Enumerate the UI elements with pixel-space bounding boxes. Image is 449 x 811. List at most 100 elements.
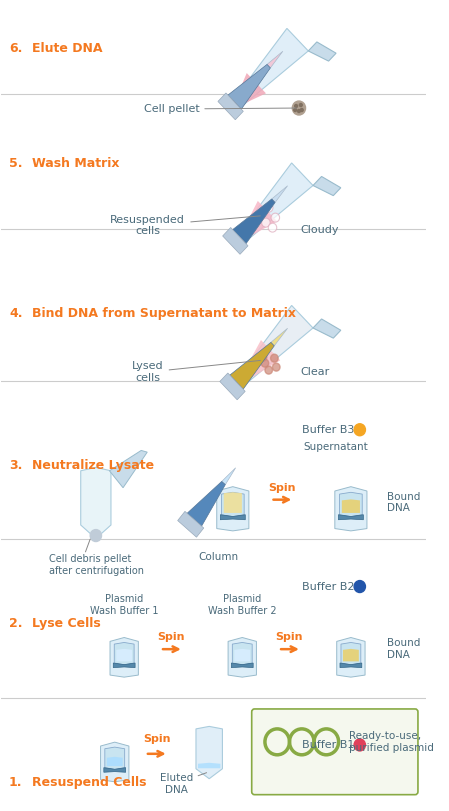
Text: Cell pellet: Cell pellet bbox=[144, 104, 296, 114]
FancyBboxPatch shape bbox=[252, 709, 418, 795]
Text: Cloudy: Cloudy bbox=[301, 225, 339, 234]
Circle shape bbox=[271, 213, 280, 222]
Polygon shape bbox=[233, 199, 275, 244]
Circle shape bbox=[268, 223, 277, 232]
Text: 5.: 5. bbox=[9, 157, 22, 169]
Polygon shape bbox=[107, 757, 123, 766]
Polygon shape bbox=[272, 186, 288, 203]
Polygon shape bbox=[114, 642, 134, 665]
Polygon shape bbox=[340, 663, 362, 667]
Text: Spin: Spin bbox=[144, 734, 171, 744]
Text: Buffer B1: Buffer B1 bbox=[302, 740, 354, 750]
Text: 6.: 6. bbox=[9, 42, 22, 55]
Text: Spin: Spin bbox=[268, 483, 296, 493]
Circle shape bbox=[300, 109, 303, 111]
Polygon shape bbox=[81, 467, 111, 539]
Polygon shape bbox=[220, 515, 245, 520]
Text: Supernatant: Supernatant bbox=[304, 442, 369, 452]
Text: Spin: Spin bbox=[158, 633, 185, 642]
Polygon shape bbox=[337, 637, 365, 677]
Polygon shape bbox=[113, 663, 135, 667]
Polygon shape bbox=[220, 373, 245, 400]
Polygon shape bbox=[178, 512, 204, 537]
Polygon shape bbox=[221, 492, 244, 517]
Polygon shape bbox=[339, 515, 363, 520]
Text: Resuspend Cells: Resuspend Cells bbox=[31, 775, 146, 788]
Circle shape bbox=[294, 109, 297, 111]
Polygon shape bbox=[110, 637, 138, 677]
Polygon shape bbox=[233, 73, 266, 108]
Polygon shape bbox=[228, 637, 256, 677]
Circle shape bbox=[354, 424, 365, 436]
Polygon shape bbox=[339, 492, 362, 517]
Polygon shape bbox=[222, 468, 236, 485]
Polygon shape bbox=[271, 328, 288, 345]
Polygon shape bbox=[313, 319, 341, 338]
Polygon shape bbox=[236, 163, 313, 245]
Polygon shape bbox=[308, 42, 336, 61]
Polygon shape bbox=[342, 500, 360, 513]
Polygon shape bbox=[236, 306, 313, 387]
Circle shape bbox=[298, 109, 300, 113]
Text: Lysed
cells: Lysed cells bbox=[132, 360, 260, 383]
Polygon shape bbox=[231, 28, 308, 110]
Text: Plasmid
Wash Buffer 2: Plasmid Wash Buffer 2 bbox=[208, 594, 277, 616]
Text: Clear: Clear bbox=[301, 367, 330, 377]
Polygon shape bbox=[343, 649, 359, 662]
Text: Ready-to-use,
purified plasmid: Ready-to-use, purified plasmid bbox=[349, 731, 434, 753]
Circle shape bbox=[262, 218, 270, 227]
Text: 1.: 1. bbox=[9, 775, 22, 788]
Circle shape bbox=[265, 366, 273, 374]
Text: Bound
DNA: Bound DNA bbox=[387, 638, 420, 660]
Circle shape bbox=[261, 359, 269, 367]
Polygon shape bbox=[238, 340, 280, 384]
Circle shape bbox=[299, 104, 302, 106]
Circle shape bbox=[295, 105, 298, 108]
Circle shape bbox=[271, 354, 278, 363]
Polygon shape bbox=[196, 727, 222, 779]
Polygon shape bbox=[231, 663, 253, 667]
Polygon shape bbox=[313, 177, 341, 195]
Polygon shape bbox=[335, 487, 367, 531]
Polygon shape bbox=[228, 64, 270, 109]
Circle shape bbox=[259, 208, 267, 217]
Text: Plasmid
Wash Buffer 1: Plasmid Wash Buffer 1 bbox=[90, 594, 158, 616]
Text: Resuspended
cells: Resuspended cells bbox=[110, 215, 260, 237]
Polygon shape bbox=[223, 228, 248, 255]
Text: Buffer B3: Buffer B3 bbox=[302, 425, 354, 435]
Text: Eluted
DNA: Eluted DNA bbox=[159, 773, 207, 795]
Polygon shape bbox=[218, 93, 243, 120]
Text: Elute DNA: Elute DNA bbox=[31, 42, 102, 55]
Polygon shape bbox=[116, 649, 132, 662]
Text: Bound
DNA: Bound DNA bbox=[387, 491, 420, 513]
Circle shape bbox=[273, 363, 280, 371]
Polygon shape bbox=[224, 492, 242, 513]
Polygon shape bbox=[267, 51, 283, 68]
Circle shape bbox=[354, 739, 365, 751]
Text: 3.: 3. bbox=[9, 459, 22, 472]
Text: Cell debris pellet
after centrifugation: Cell debris pellet after centrifugation bbox=[48, 555, 144, 576]
Polygon shape bbox=[187, 482, 225, 526]
Text: Spin: Spin bbox=[276, 633, 303, 642]
Polygon shape bbox=[217, 487, 249, 531]
Circle shape bbox=[264, 204, 273, 212]
Circle shape bbox=[292, 101, 306, 115]
Text: Buffer B2: Buffer B2 bbox=[302, 581, 354, 591]
Polygon shape bbox=[105, 747, 125, 770]
Polygon shape bbox=[104, 768, 126, 772]
Text: Bind DNA from Supernatant to Matrix: Bind DNA from Supernatant to Matrix bbox=[31, 307, 295, 320]
Polygon shape bbox=[198, 763, 220, 768]
Polygon shape bbox=[234, 649, 250, 662]
Polygon shape bbox=[230, 342, 274, 389]
Text: Lyse Cells: Lyse Cells bbox=[31, 617, 101, 630]
Polygon shape bbox=[110, 450, 147, 487]
Polygon shape bbox=[341, 642, 361, 665]
Text: Column: Column bbox=[198, 552, 239, 563]
Polygon shape bbox=[101, 742, 129, 782]
Text: 4.: 4. bbox=[9, 307, 22, 320]
Text: Neutralize Lysate: Neutralize Lysate bbox=[31, 459, 154, 472]
Circle shape bbox=[90, 530, 101, 542]
Polygon shape bbox=[232, 642, 252, 665]
Text: Wash Matrix: Wash Matrix bbox=[31, 157, 119, 169]
Text: 2.: 2. bbox=[9, 617, 22, 630]
